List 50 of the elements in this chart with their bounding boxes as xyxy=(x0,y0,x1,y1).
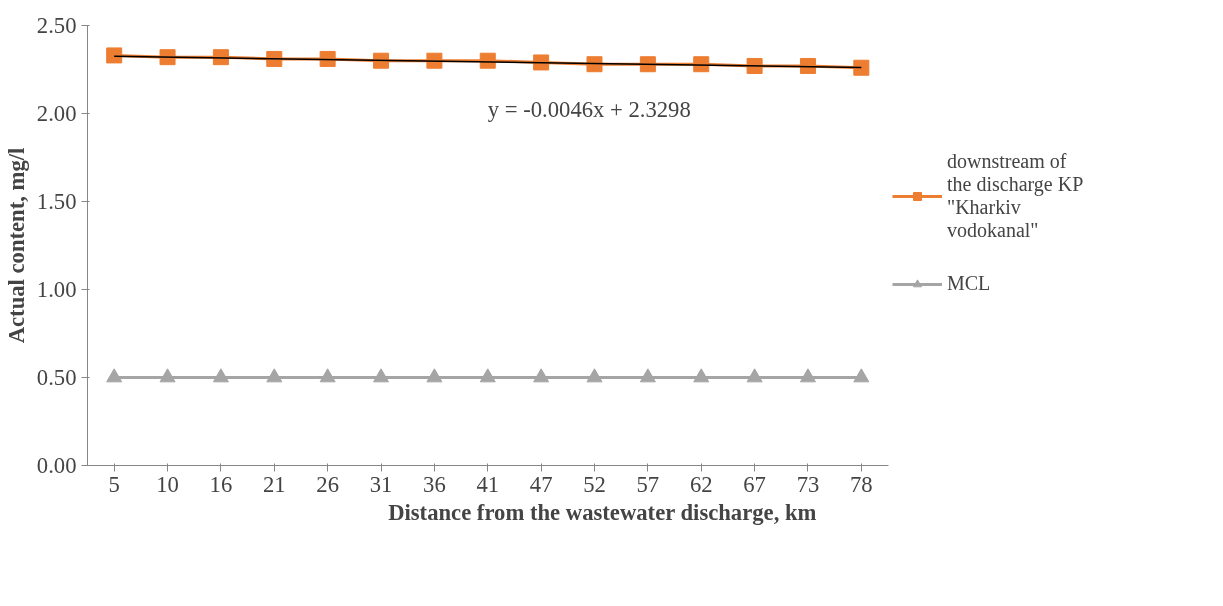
x-tick-label: 41 xyxy=(476,471,500,497)
y-tick-label: 1.00 xyxy=(36,277,77,302)
x-tick-label: 62 xyxy=(689,471,713,497)
point xyxy=(639,368,656,383)
x-tick-label: 67 xyxy=(743,471,766,497)
y-tick-label: 1.50 xyxy=(36,189,77,214)
point xyxy=(373,52,390,69)
x-tick-label: 73 xyxy=(796,471,820,497)
point xyxy=(586,56,603,73)
x-tick-label: 57 xyxy=(636,471,660,497)
y-axis-title: Actual content, mg/l xyxy=(3,147,29,344)
point xyxy=(799,368,816,383)
point xyxy=(799,57,816,74)
x-tick-label: 10 xyxy=(156,471,179,497)
point xyxy=(212,368,229,383)
y-tick-label: 2.00 xyxy=(36,101,77,126)
point xyxy=(319,50,336,67)
annotation: y = -0.0046x + 2.3298 xyxy=(487,97,691,123)
point xyxy=(586,368,603,383)
point xyxy=(639,56,656,73)
point xyxy=(479,368,496,383)
legend-label: MCL xyxy=(947,272,991,295)
x-tick-label: 16 xyxy=(209,471,233,497)
x-tick-label: 36 xyxy=(423,471,446,497)
point xyxy=(373,368,390,383)
y-tick-label: 0.50 xyxy=(36,365,77,390)
point xyxy=(853,59,870,76)
x-tick-label: 47 xyxy=(529,471,553,497)
x-tick-label: 5 xyxy=(108,471,120,497)
point xyxy=(533,54,550,71)
point xyxy=(533,368,550,383)
y-tick-label: 2.50 xyxy=(36,13,77,38)
y-tick-label: 0.00 xyxy=(36,453,77,478)
point xyxy=(106,368,123,383)
point xyxy=(159,368,176,383)
point xyxy=(319,368,336,383)
point xyxy=(266,368,283,383)
x-tick-label: 21 xyxy=(262,471,286,497)
point xyxy=(426,368,443,383)
point xyxy=(746,368,763,383)
point xyxy=(266,50,283,67)
point xyxy=(106,47,123,64)
x-tick-label: 31 xyxy=(369,471,393,497)
x-tick-label: 78 xyxy=(850,471,873,497)
x-tick-label: 26 xyxy=(316,471,339,497)
point xyxy=(853,368,870,383)
legend-label: downstream of the discharge KP "Kharkiv vodokanal" xyxy=(947,150,1084,242)
x-tick-label: 52 xyxy=(583,471,606,497)
point xyxy=(693,368,710,383)
x-axis-title: Distance from the wastewater discharge, km xyxy=(388,499,817,525)
